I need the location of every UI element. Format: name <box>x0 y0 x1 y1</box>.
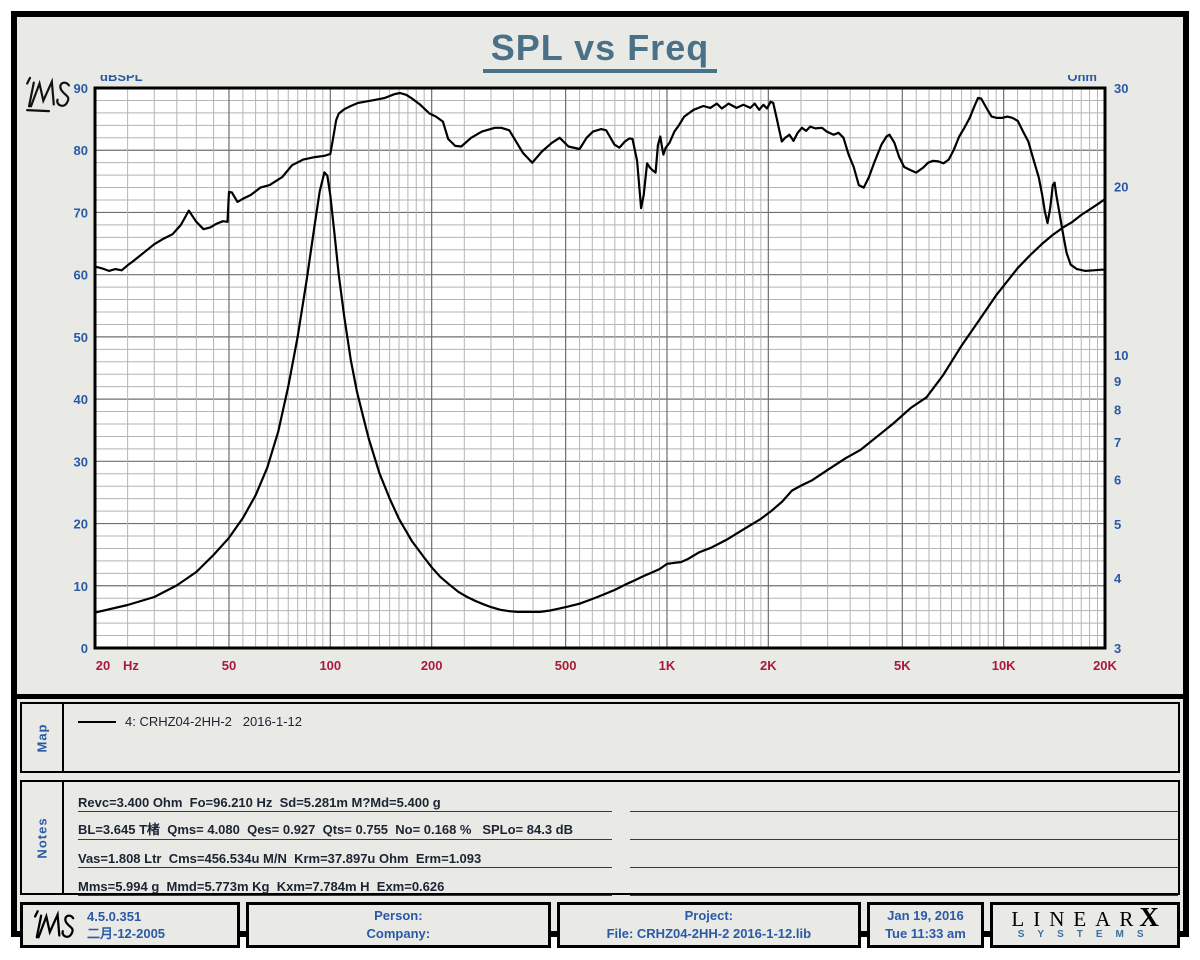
legend-line-swatch <box>78 720 116 723</box>
legend-label: 4: CRHZ04-2HH-2 2016-1-12 <box>125 714 303 729</box>
notes-label-cell: Notes <box>22 782 64 893</box>
spl-vs-freq-chart: dBSPL Ohm90807060504030201003020109876543… <box>74 75 1129 673</box>
footer-bar: 4.5.0.351 二月-12-2005 Person: Company: Pr… <box>20 902 1180 948</box>
left-tick-label: 50 <box>74 330 88 345</box>
right-tick-label: 20 <box>1114 180 1128 195</box>
brand-x-text: X <box>1139 902 1159 932</box>
notes-blank-line <box>630 812 1178 840</box>
footer-project-cell: Project: File: CRHZ04-2HH-2 2016-1-12.li… <box>557 902 861 948</box>
footer-datetime-cell: Jan 19, 2016 Tue 11:33 am <box>866 902 985 948</box>
x-tick-label: 1K <box>659 658 676 673</box>
version-stack: 4.5.0.351 二月-12-2005 <box>87 908 165 942</box>
chart-area: dBSPL Ohm 90 80 70 60 50 40 30 20 10 0 30 20 10 9 8 7 6 5 4 3… <box>17 75 1183 694</box>
map-label-cell: Map <box>22 704 64 771</box>
notes-label: Notes <box>34 816 50 859</box>
person-label: Person: <box>374 908 423 923</box>
notes-line: Vas=1.808 Ltr Cms=456.534u M/N Krm=37.89… <box>78 840 612 868</box>
brand-linear-text: LINEAR <box>1011 907 1143 931</box>
notes-left-column: Revc=3.400 Ohm Fo=96.210 Hz Sd=5.281m M?… <box>78 784 612 896</box>
lms-watermark-logo <box>26 76 71 113</box>
lms-logo <box>33 910 75 939</box>
notes-line: Mms=5.994 g Mmd=5.773m Kg Kxm=7.784m H E… <box>78 868 612 896</box>
footer-version-cell: 4.5.0.351 二月-12-2005 <box>20 902 240 948</box>
x-tick-label: 10K <box>992 658 1016 673</box>
x-tick-label: 20 <box>96 658 110 673</box>
left-axis-title: dBSPL <box>100 75 143 84</box>
legend-item: 4: CRHZ04-2HH-2 2016-1-12 <box>78 714 1178 729</box>
app-version: 4.5.0.351 <box>87 909 142 924</box>
footer-brand-cell: LINEAR X SYSTEMS <box>990 902 1180 948</box>
footer-person-cell: Person: Company: <box>245 902 552 948</box>
app-version-date: 二月-12-2005 <box>87 926 166 941</box>
left-tick-label: 90 <box>74 81 88 96</box>
right-tick-label: 8 <box>1114 402 1121 417</box>
impedance-curve <box>93 171 1107 614</box>
x-tick-label: 5K <box>894 658 911 673</box>
notes-line: Revc=3.400 Ohm Fo=96.210 Hz Sd=5.281m M?… <box>78 784 612 812</box>
x-tick-label: 20K <box>1093 658 1117 673</box>
right-tick-label: 9 <box>1114 374 1121 389</box>
notes-right-column <box>630 784 1178 896</box>
brand-systems-text: SYSTEMS <box>1017 929 1157 940</box>
left-tick-label: 70 <box>74 205 88 220</box>
x-tick-label: 100 <box>319 658 341 673</box>
right-tick-label: 7 <box>1114 435 1121 450</box>
right-tick-label: 6 <box>1114 472 1121 487</box>
x-tick-label: 50 <box>222 658 236 673</box>
left-tick-label: 10 <box>74 579 88 594</box>
left-tick-label: 80 <box>74 143 88 158</box>
project-label: Project: <box>684 908 733 923</box>
print-time: Tue 11:33 am <box>885 926 966 941</box>
notes-line: BL=3.645 T楮 Qms= 4.080 Qes= 0.927 Qts= 0… <box>78 812 612 840</box>
report-page: SPL vs Freq dBSPL Ohm 90 80 70 60 50 40 30 20 10 0 3… <box>11 11 1189 948</box>
x-tick-label: 2K <box>760 658 777 673</box>
plot-frame <box>93 86 1107 650</box>
right-tick-label: 5 <box>1114 517 1121 532</box>
left-tick-label: 0 <box>81 641 88 656</box>
x-axis-unit: Hz <box>123 658 139 673</box>
page-title: SPL vs Freq <box>17 17 1183 75</box>
left-tick-label: 30 <box>74 454 88 469</box>
spl-curve <box>93 91 1107 272</box>
plot-background <box>95 88 1105 648</box>
notes-blank-line <box>630 868 1178 896</box>
left-tick-label: 20 <box>74 517 88 532</box>
map-legend: 4: CRHZ04-2HH-2 2016-1-12 <box>64 704 1178 771</box>
right-axis-title: Ohm <box>1067 75 1097 84</box>
right-tick-label: 10 <box>1114 348 1128 363</box>
map-section: Map 4: CRHZ04-2HH-2 2016-1-12 <box>20 702 1180 773</box>
right-tick-label: 4 <box>1114 571 1122 586</box>
print-date: Jan 19, 2016 <box>887 908 964 923</box>
notes-content: Revc=3.400 Ohm Fo=96.210 Hz Sd=5.281m M?… <box>64 782 1178 896</box>
right-tick-label: 30 <box>1114 81 1128 96</box>
notes-blank-line <box>630 840 1178 868</box>
file-label: File: CRHZ04-2HH-2 2016-1-12.lib <box>606 926 812 941</box>
page-title-text: SPL vs Freq <box>482 27 718 73</box>
x-tick-label: 500 <box>555 658 577 673</box>
linearx-logo: LINEAR X <box>993 902 1177 932</box>
notes-section: Notes Revc=3.400 Ohm Fo=96.210 Hz Sd=5.2… <box>20 780 1180 896</box>
company-label: Company: <box>366 926 431 941</box>
right-tick-label: 3 <box>1114 641 1121 656</box>
left-tick-label: 60 <box>74 268 88 283</box>
left-tick-label: 40 <box>74 392 88 407</box>
notes-blank-line <box>630 784 1178 812</box>
map-label: Map <box>34 723 50 752</box>
x-tick-label: 200 <box>421 658 443 673</box>
section-divider <box>17 694 1183 699</box>
